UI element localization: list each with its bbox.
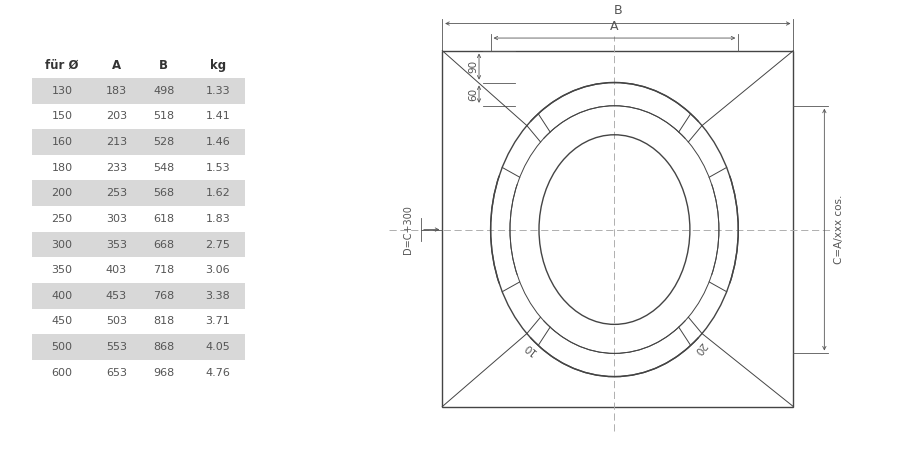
Text: 180: 180 [51, 162, 73, 173]
Text: 303: 303 [106, 214, 127, 224]
Text: 498: 498 [153, 86, 175, 96]
Text: 4.05: 4.05 [205, 342, 230, 352]
Text: für Ø: für Ø [45, 58, 79, 72]
Text: 3.38: 3.38 [205, 291, 230, 301]
Text: B: B [614, 4, 622, 17]
Text: 233: 233 [105, 162, 127, 173]
Text: 130: 130 [51, 86, 73, 96]
Text: A: A [112, 58, 121, 72]
Text: A: A [610, 20, 618, 33]
Text: 668: 668 [153, 239, 175, 250]
Text: 868: 868 [153, 342, 175, 352]
Text: 403: 403 [105, 265, 127, 275]
Text: 200: 200 [51, 188, 73, 198]
Text: 350: 350 [51, 265, 73, 275]
Text: 768: 768 [153, 291, 175, 301]
Text: 90: 90 [468, 60, 478, 73]
Bar [32, 232, 245, 257]
Text: 3.71: 3.71 [205, 316, 230, 326]
Text: 653: 653 [106, 368, 127, 378]
Text: 1.83: 1.83 [205, 214, 230, 224]
Text: 1.46: 1.46 [205, 137, 230, 147]
Text: 818: 818 [153, 316, 175, 326]
Bar [32, 180, 245, 206]
Text: 618: 618 [153, 214, 175, 224]
Text: 20: 20 [691, 340, 707, 356]
Text: 453: 453 [105, 291, 127, 301]
Text: 160: 160 [51, 137, 73, 147]
Text: 353: 353 [106, 239, 127, 250]
Text: 60: 60 [468, 88, 478, 101]
Text: 183: 183 [105, 86, 127, 96]
Text: 3.06: 3.06 [205, 265, 230, 275]
Text: 10: 10 [521, 340, 538, 356]
Text: 718: 718 [153, 265, 175, 275]
Text: 518: 518 [153, 112, 175, 122]
Text: 1.33: 1.33 [205, 86, 230, 96]
Text: 4.76: 4.76 [205, 368, 230, 378]
Text: 500: 500 [51, 342, 73, 352]
Text: C=A/xxx cos.: C=A/xxx cos. [834, 195, 844, 264]
Text: 568: 568 [153, 188, 175, 198]
Text: 450: 450 [51, 316, 73, 326]
Text: 203: 203 [105, 112, 127, 122]
Text: 528: 528 [153, 137, 175, 147]
Bar [32, 283, 245, 309]
Text: 253: 253 [105, 188, 127, 198]
Text: 548: 548 [153, 162, 175, 173]
Text: 213: 213 [105, 137, 127, 147]
Text: 968: 968 [153, 368, 175, 378]
Text: 150: 150 [51, 112, 73, 122]
Text: 250: 250 [51, 214, 73, 224]
Text: 400: 400 [51, 291, 73, 301]
Bar [442, 50, 794, 407]
Text: 503: 503 [106, 316, 127, 326]
Text: B: B [159, 58, 168, 72]
Text: 2.75: 2.75 [205, 239, 230, 250]
Bar [32, 129, 245, 155]
Text: D=C+300: D=C+300 [403, 205, 413, 254]
Bar [32, 334, 245, 360]
Text: 1.41: 1.41 [205, 112, 230, 122]
Bar [32, 78, 245, 104]
Text: 1.62: 1.62 [205, 188, 230, 198]
Text: 300: 300 [51, 239, 73, 250]
Text: 600: 600 [51, 368, 73, 378]
Text: 553: 553 [106, 342, 127, 352]
Text: 1.53: 1.53 [205, 162, 230, 173]
Text: kg: kg [210, 58, 226, 72]
